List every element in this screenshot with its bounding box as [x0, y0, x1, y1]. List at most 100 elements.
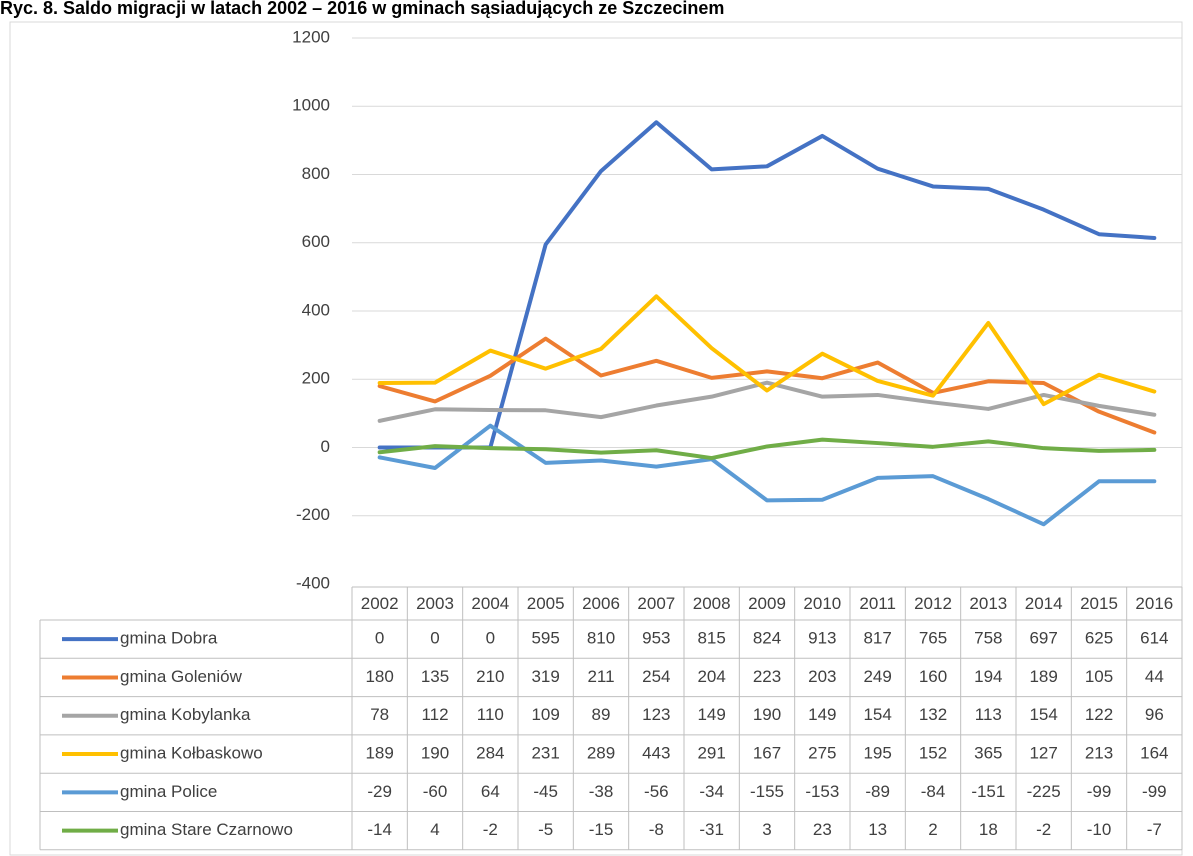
table-cell: 815: [697, 629, 725, 648]
table-cell: 913: [808, 629, 836, 648]
x-tick-label: 2002: [361, 594, 399, 613]
table-cell: 443: [642, 744, 670, 763]
table-cell: 189: [365, 744, 393, 763]
table-cell: 223: [753, 667, 781, 686]
table-cell: 167: [753, 744, 781, 763]
table-cell: 365: [974, 744, 1002, 763]
table-cell: -155: [750, 782, 784, 801]
table-cell: 180: [365, 667, 393, 686]
legend-label: gmina Kołbaskowo: [120, 744, 263, 763]
chart-frame: [9, 21, 1183, 856]
table-cell: 132: [919, 705, 947, 724]
table-cell: 154: [863, 705, 891, 724]
x-tick-label: 2011: [859, 594, 896, 613]
x-tick-label: 2006: [582, 594, 620, 613]
table-cell: 96: [1145, 705, 1164, 724]
table-cell: -29: [367, 782, 392, 801]
table-cell: -99: [1087, 782, 1112, 801]
table-cell: 109: [531, 705, 559, 724]
table-cell: -10: [1087, 820, 1112, 839]
series-line: [377, 423, 1157, 527]
legend-label: gmina Kobylanka: [120, 705, 251, 724]
table-cell: 164: [1140, 744, 1168, 763]
table-cell: 113: [975, 705, 1002, 724]
y-tick-label: 400: [302, 300, 330, 319]
x-tick-label: 2005: [527, 594, 565, 613]
x-tick-label: 2015: [1080, 594, 1118, 613]
table-cell: -15: [589, 820, 614, 839]
table-cell: 23: [813, 820, 832, 839]
table-cell: 254: [642, 667, 670, 686]
table-cell: 213: [1085, 744, 1113, 763]
table-cell: 817: [863, 629, 891, 648]
table-cell: 319: [531, 667, 559, 686]
table-cell: -31: [699, 820, 724, 839]
table-cell: -7: [1147, 820, 1162, 839]
table-cell: 758: [974, 629, 1002, 648]
table-cell: -34: [699, 782, 724, 801]
table-cell: 190: [753, 705, 781, 724]
y-tick-label: 0: [321, 437, 330, 456]
table-cell: 110: [477, 705, 504, 724]
table-cell: 64: [481, 782, 500, 801]
table-cell: 614: [1140, 629, 1168, 648]
table-cell: 211: [587, 667, 614, 686]
table-cell: 204: [697, 667, 725, 686]
table-cell: 152: [919, 744, 947, 763]
table-cell: 275: [808, 744, 836, 763]
x-tick-label: 2004: [471, 594, 509, 613]
table-cell: -2: [1036, 820, 1051, 839]
table-cell: 231: [531, 744, 559, 763]
table-cell: 0: [375, 629, 384, 648]
table-cell: 89: [592, 705, 611, 724]
table-cell: -225: [1027, 782, 1061, 801]
table-cell: 160: [919, 667, 947, 686]
table-cell: 190: [421, 744, 449, 763]
table-cell: -14: [367, 820, 392, 839]
y-tick-label: -200: [296, 505, 330, 524]
x-tick-label: 2007: [637, 594, 675, 613]
table-cell: 149: [697, 705, 725, 724]
table-cell: 291: [697, 744, 725, 763]
x-tick-label: 2012: [914, 594, 952, 613]
table-cell: -89: [865, 782, 890, 801]
table-cell: 149: [808, 705, 836, 724]
series-line: [377, 380, 1157, 423]
table-cell: -45: [533, 782, 558, 801]
table-cell: 210: [476, 667, 504, 686]
legend-label: gmina Dobra: [120, 629, 218, 648]
y-tick-label: 1000: [292, 96, 330, 115]
table-cell: 810: [587, 629, 615, 648]
table-cell: 44: [1145, 667, 1164, 686]
table-cell: 4: [430, 820, 439, 839]
table-cell: -56: [644, 782, 669, 801]
table-cell: 203: [808, 667, 836, 686]
table-cell: -38: [589, 782, 614, 801]
table-cell: 105: [1085, 667, 1113, 686]
table-cell: 0: [430, 629, 439, 648]
table-cell: 195: [863, 744, 891, 763]
table-cell: 953: [642, 629, 670, 648]
series-line: [377, 120, 1157, 450]
y-tick-label: 1200: [292, 27, 330, 46]
legend-label: gmina Goleniów: [120, 667, 243, 686]
table-cell: 595: [531, 629, 559, 648]
table-cell: -99: [1142, 782, 1167, 801]
table-cell: -5: [538, 820, 553, 839]
y-tick-label: 200: [302, 369, 330, 388]
table-cell: 194: [974, 667, 1002, 686]
table-cell: 112: [421, 705, 448, 724]
table-cell: -151: [971, 782, 1005, 801]
x-tick-label: 2003: [416, 594, 454, 613]
y-tick-label: -400: [296, 573, 330, 592]
table-cell: -84: [921, 782, 946, 801]
y-tick-label: 600: [302, 232, 330, 251]
table-cell: 3: [762, 820, 771, 839]
table-cell: 765: [919, 629, 947, 648]
table-cell: 13: [868, 820, 887, 839]
table-cell: 189: [1029, 667, 1057, 686]
table-cell: 122: [1085, 705, 1113, 724]
legend-label: gmina Police: [120, 782, 217, 801]
chart-title: Ryc. 8. Saldo migracji w latach 2002 – 2…: [0, 0, 724, 18]
